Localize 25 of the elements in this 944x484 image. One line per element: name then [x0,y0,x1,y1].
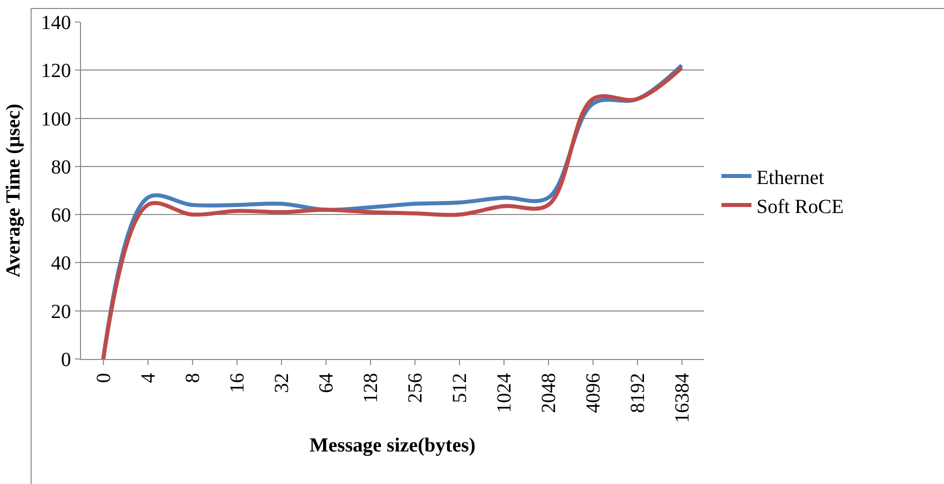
x-tick-label: 256 [404,373,426,403]
y-tick-label: 60 [51,204,71,227]
x-tick-label: 128 [360,373,382,403]
x-tick-label: 8 [182,373,204,383]
x-tick-label: 64 [315,373,338,393]
x-tick-label: 512 [448,373,471,403]
y-tick-label: 80 [51,156,71,178]
y-axis-title: Average Time (µsec) [2,104,24,278]
x-tick-label: 8192 [626,373,649,413]
y-tick-label: 120 [41,60,71,82]
legend-label: Soft RoCE [756,196,844,218]
y-tick-label: 140 [41,12,71,34]
x-tick-label: 16 [226,373,248,393]
y-tick-label: 20 [51,300,71,323]
x-tick-label: 2048 [538,373,560,413]
y-tick-label: 40 [51,252,71,275]
legend-label: Ethernet [756,166,825,189]
y-tick-label: 100 [41,108,71,130]
x-tick-label: 16384 [671,373,694,423]
x-tick-label: 4 [137,373,160,383]
x-tick-label: 4096 [582,373,604,413]
x-tick-label: 0 [92,373,115,383]
x-tick-label: 32 [270,373,293,393]
x-axis-title: Message size(bytes) [309,434,476,456]
x-tick-label: 1024 [493,373,516,413]
